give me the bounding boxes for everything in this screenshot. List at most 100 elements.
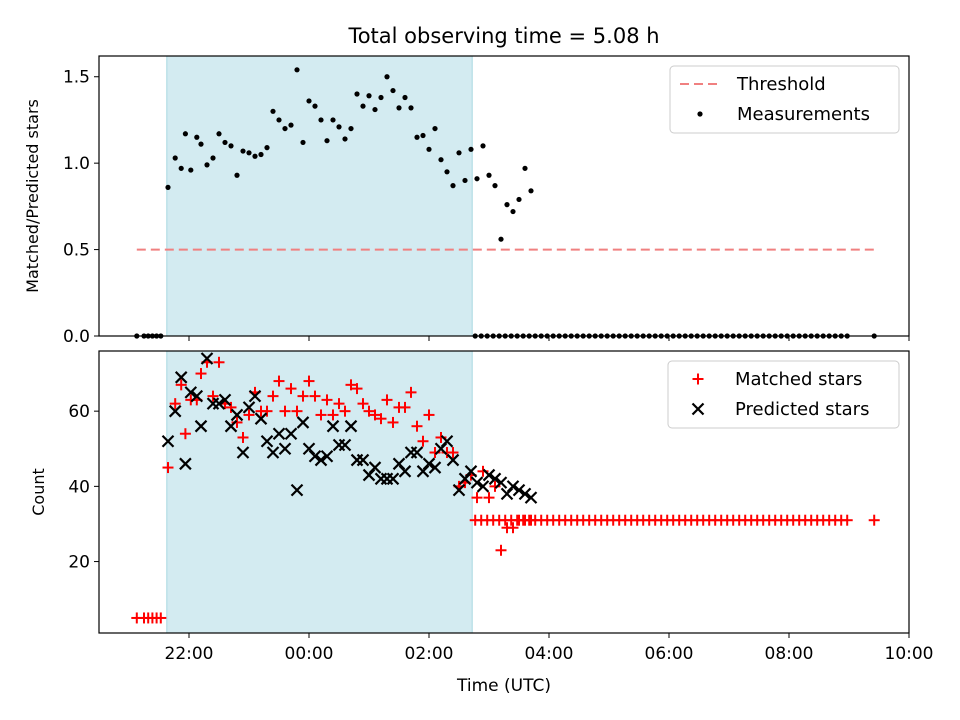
measurement-point	[172, 155, 178, 161]
measurement-point	[216, 131, 222, 137]
predicted-point-b	[242, 401, 256, 414]
matched-point	[155, 612, 167, 624]
measurement-point	[228, 143, 234, 149]
predicted-point-b	[410, 446, 424, 459]
predicted-point-b	[302, 442, 316, 456]
predicted-point	[168, 404, 182, 418]
predicted-point-b	[272, 427, 286, 440]
predicted-point	[440, 434, 454, 448]
measurement-point	[300, 139, 306, 146]
predicted-point-b	[464, 465, 478, 478]
measurement-point	[336, 124, 342, 130]
predicted-point	[422, 457, 436, 471]
predicted-point	[464, 465, 478, 478]
measurement-point	[462, 177, 468, 184]
matched-point	[399, 401, 411, 413]
predicted-point	[428, 461, 442, 474]
top-legend-box	[669, 65, 900, 134]
predicted-point-b	[290, 483, 304, 497]
matched-point	[333, 398, 345, 410]
x-tick-label: 08:00	[765, 644, 814, 664]
measurement-point	[480, 143, 486, 149]
x-tick-label: 22:00	[165, 644, 214, 664]
measurement-point	[318, 117, 324, 123]
measurement-point	[372, 106, 378, 113]
predicted-point-b	[356, 453, 370, 467]
predicted-point-b	[260, 434, 274, 448]
predicted-point	[236, 446, 250, 459]
matched-point	[417, 435, 429, 447]
predicted-point-b	[422, 457, 436, 471]
measurement-point	[444, 169, 450, 175]
predicted-point	[272, 427, 286, 440]
matched-point	[279, 405, 291, 417]
matched-point	[339, 405, 351, 417]
top-y-tick-label: 0.5	[63, 241, 90, 261]
predicted-point	[398, 465, 412, 478]
x-axis-label: Time (UTC)	[456, 676, 551, 696]
measurement-point	[194, 134, 200, 140]
measurement-point	[354, 91, 360, 97]
measurement-point	[222, 139, 228, 146]
bottom-panel: 22:00 00:00 02:00 04:00 06:00 08:00 10:00 20 40 6…	[29, 350, 934, 696]
predicted-point-b	[452, 483, 466, 497]
measurement-point	[474, 176, 480, 182]
legend-predicted-swatch	[691, 402, 705, 416]
matched-point	[868, 514, 880, 526]
measurement-point	[264, 145, 270, 151]
predicted-point-b	[512, 483, 526, 497]
predicted-point	[368, 461, 382, 474]
matched-point	[273, 375, 285, 387]
measurement-point	[282, 125, 288, 132]
predicted-point	[482, 468, 496, 482]
measurement-point	[426, 146, 432, 152]
x-tick-label: 00:00	[285, 644, 334, 664]
top-legend: Threshold Measurements	[669, 65, 900, 134]
bottom-y-tick-label: 60	[68, 402, 90, 422]
bottom-y-tick-label: 20	[68, 553, 90, 573]
measurement-point	[360, 103, 366, 109]
matched-point	[195, 368, 207, 380]
x-tick-label: 10:00	[885, 644, 934, 664]
predicted-point-b	[518, 487, 532, 501]
predicted-point	[506, 480, 520, 493]
legend-measurement-swatch	[697, 111, 703, 117]
measurement-point	[270, 108, 276, 114]
matched-point	[351, 383, 363, 395]
top-y-tick-label: 0.0	[63, 327, 90, 347]
predicted-point-b	[386, 472, 400, 486]
predicted-point-b	[476, 480, 490, 493]
measurement-point	[402, 94, 408, 101]
matched-point	[471, 492, 483, 504]
top-y-tick-label: 1.0	[63, 154, 90, 174]
predicted-point	[194, 419, 208, 433]
matched-point	[243, 409, 255, 421]
matched-point	[162, 462, 174, 474]
matched-point	[297, 390, 309, 402]
top-observing-window	[166, 55, 473, 337]
matched-point	[213, 356, 225, 368]
predicted-point-b	[506, 480, 520, 493]
predicted-point-b	[440, 434, 454, 448]
predicted-point-b	[398, 465, 412, 478]
measurement-point	[165, 184, 171, 190]
x-tick-label: 04:00	[525, 644, 574, 664]
predicted-point-b	[482, 468, 496, 482]
predicted-point-b	[230, 408, 244, 422]
predicted-point	[224, 419, 238, 433]
chart-title: Total observing time = 5.08 h	[347, 24, 659, 48]
matched-point	[327, 409, 339, 421]
predicted-point-b	[278, 442, 292, 456]
legend-threshold-label: Threshold	[736, 74, 826, 95]
measurement-point	[510, 208, 516, 215]
predicted-point-b	[224, 419, 238, 433]
matched-point	[261, 405, 273, 417]
bottom-ylabel: Count	[29, 468, 48, 516]
measurement-point	[408, 105, 414, 111]
matched-point	[495, 544, 507, 556]
measurement-point	[528, 188, 534, 194]
predicted-point-b	[266, 446, 280, 459]
matched-point	[169, 398, 181, 410]
matched-point	[285, 383, 297, 395]
